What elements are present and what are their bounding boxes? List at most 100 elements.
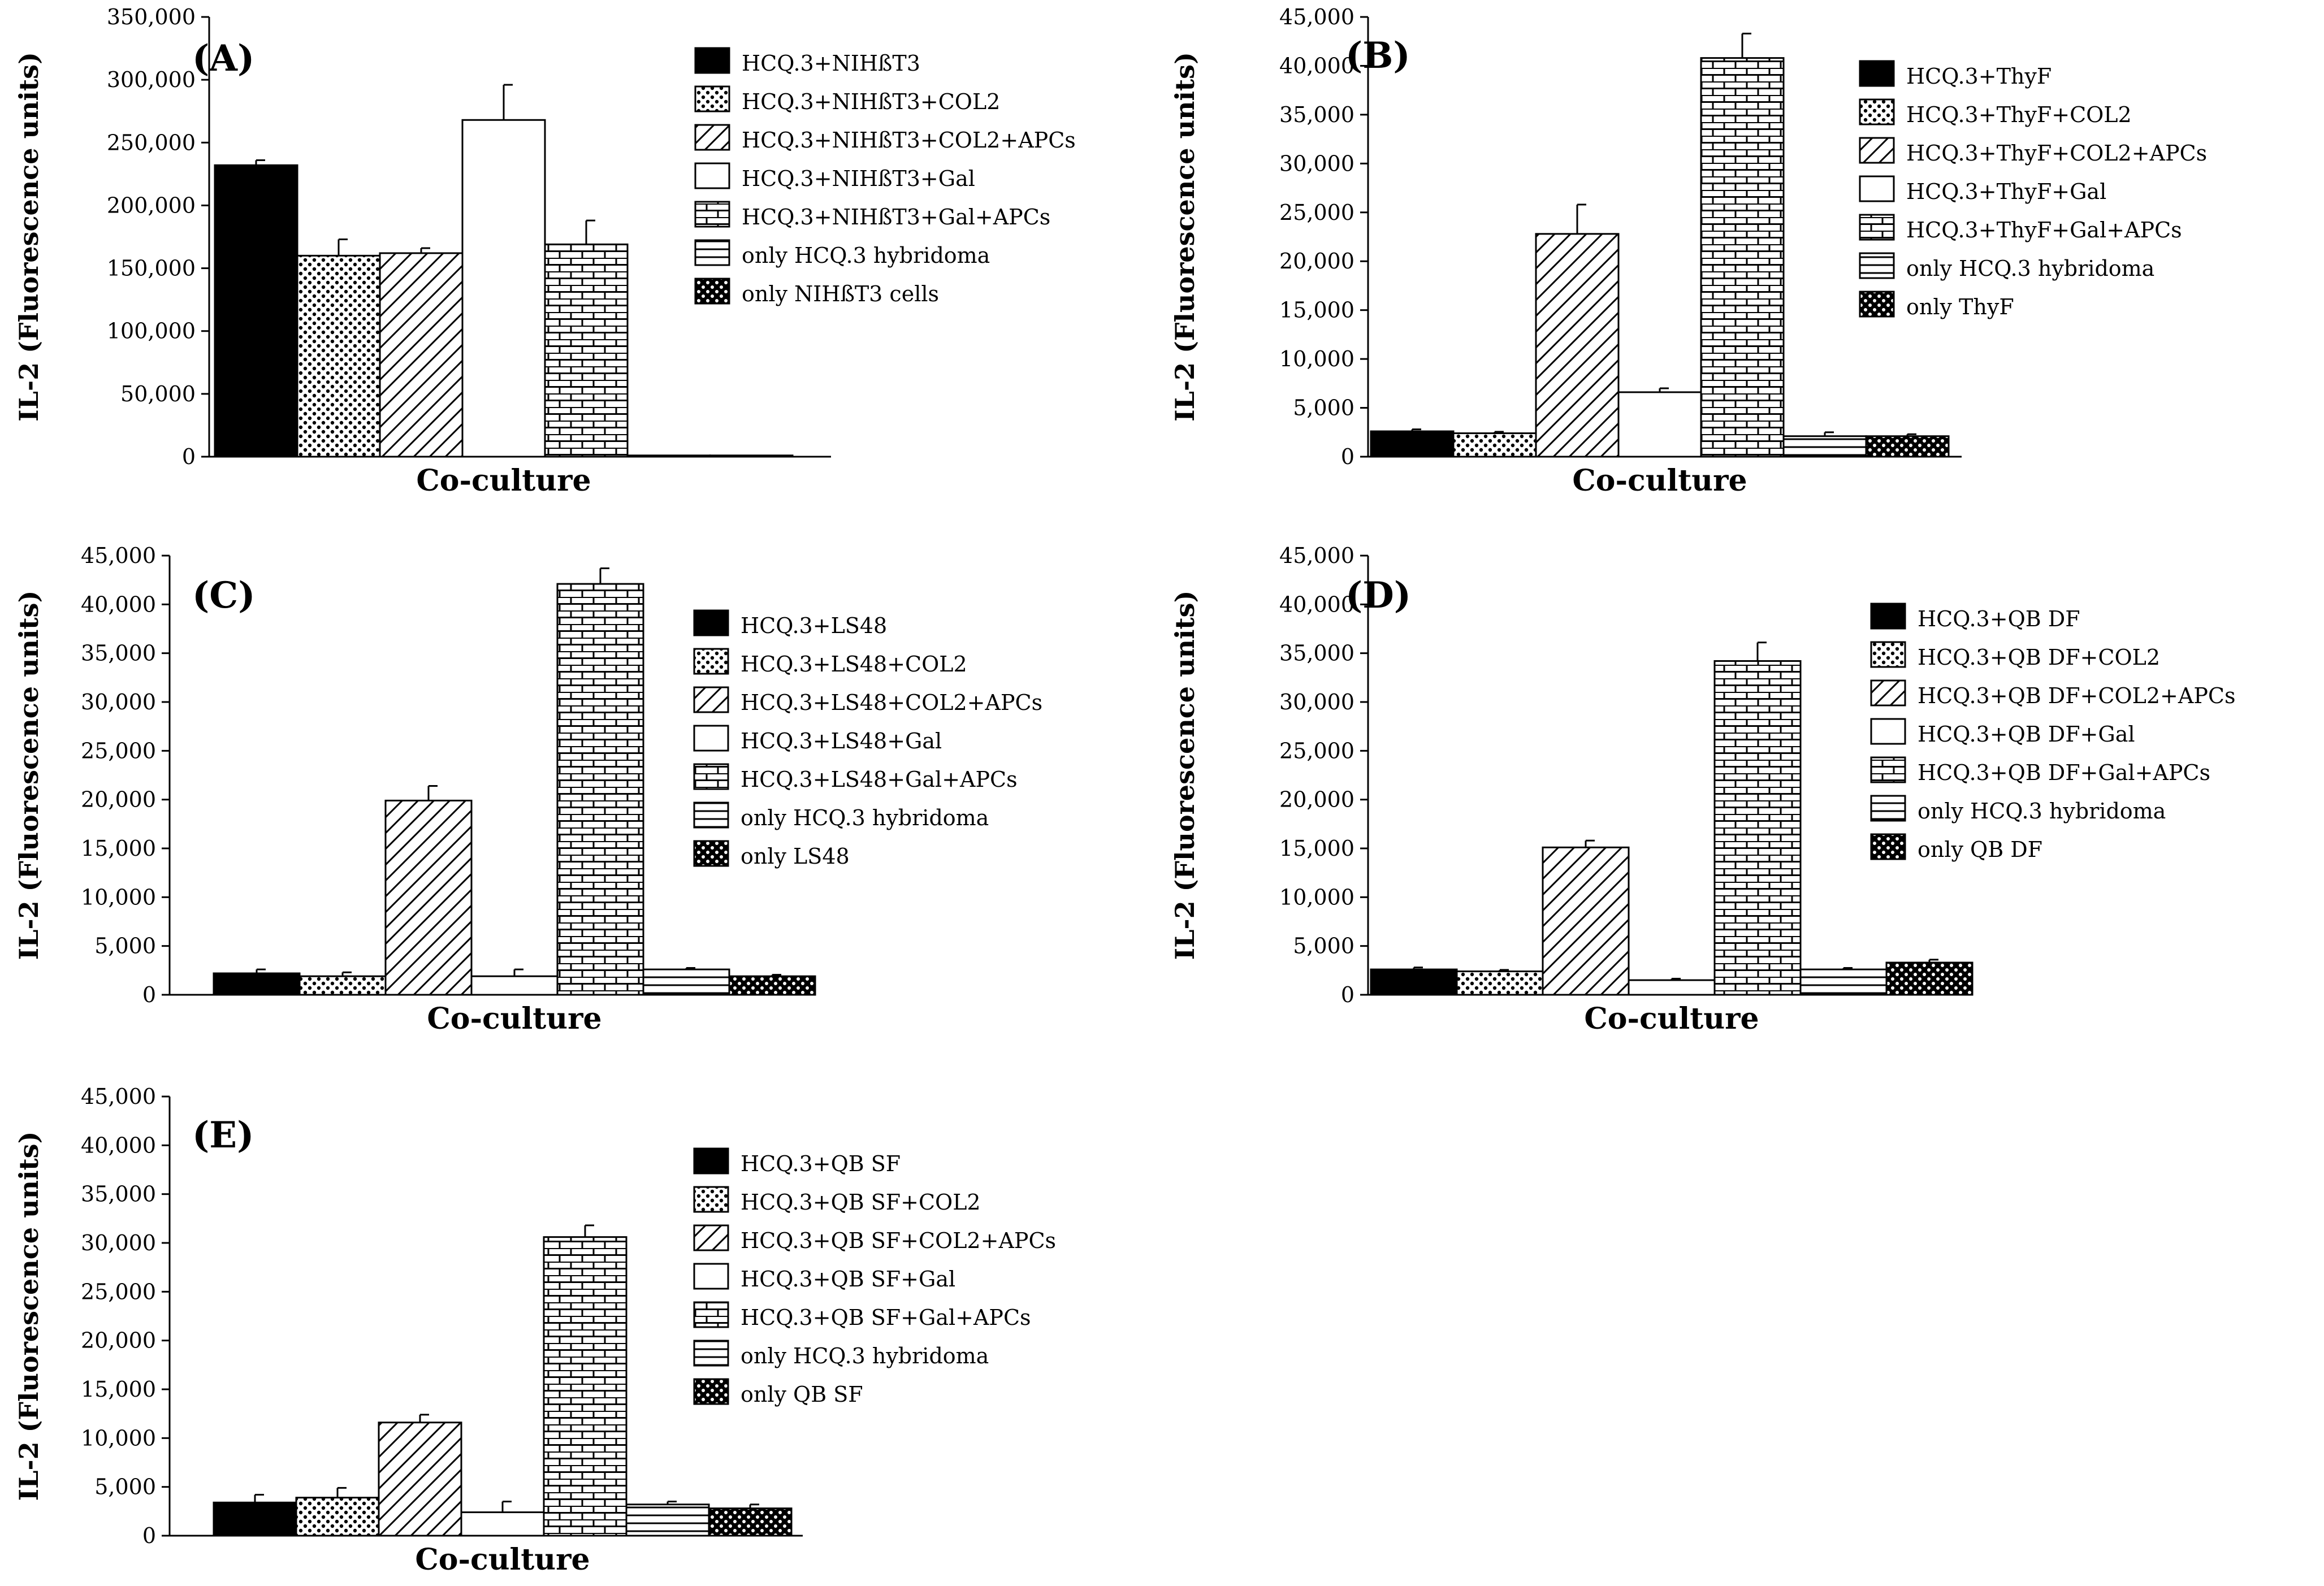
legend-swatch — [694, 47, 730, 74]
legend-swatch — [1870, 756, 1906, 783]
y-tick-label: 250,000 — [107, 130, 196, 155]
y-tick-label: 25,000 — [81, 738, 156, 763]
legend-swatch — [693, 1301, 729, 1328]
bar — [543, 1236, 627, 1537]
legend: HCQ.3+ThyF HCQ.3+ThyF+COL2 HCQ.3+ThyF+COL2… — [1859, 60, 2207, 319]
legend-label: only NIHßT3 cells — [742, 281, 939, 306]
y-tick-label: 20,000 — [1279, 787, 1354, 812]
y-tick-label: 200,000 — [107, 193, 196, 218]
y-tick-label: 30,000 — [81, 1230, 156, 1255]
legend-label: HCQ.3+QB SF — [741, 1151, 901, 1176]
bar — [213, 1501, 297, 1537]
panel-label: (A) — [192, 37, 254, 80]
bar — [1799, 968, 1888, 996]
legend-label: HCQ.3+QB DF — [1918, 606, 2080, 631]
bar — [378, 1422, 462, 1537]
y-tick-label: 45,000 — [1279, 5, 1354, 29]
y-tick-label: 350,000 — [107, 5, 196, 29]
x-axis-label: Co-culture — [427, 1002, 601, 1036]
legend-label: HCQ.3+ThyF+COL2+APCs — [1906, 141, 2207, 166]
legend-swatch — [694, 278, 730, 305]
legend-swatch — [693, 686, 729, 713]
bar — [625, 1503, 710, 1537]
legend-swatch — [693, 1186, 729, 1213]
legend-swatch — [1870, 795, 1906, 822]
legend-label: only HCQ.3 hybridoma — [741, 1344, 989, 1368]
y-tick-label: 0 — [142, 982, 156, 1007]
panel-label: (C) — [192, 574, 256, 617]
legend-swatch — [693, 801, 729, 829]
legend-label: HCQ.3+ThyF+COL2 — [1906, 102, 2132, 127]
y-tick-label: 15,000 — [81, 1377, 156, 1402]
panel-label: (E) — [192, 1114, 254, 1156]
legend-swatch — [1859, 98, 1895, 125]
legend-label: HCQ.3+QB SF+Gal — [741, 1267, 955, 1292]
y-tick-label: 25,000 — [1279, 738, 1354, 763]
y-tick-label: 0 — [1341, 982, 1354, 1007]
legend-label: HCQ.3+NIHßT3+Gal — [742, 166, 975, 191]
y-tick-label: 300,000 — [107, 67, 196, 92]
legend-label: HCQ.3+LS48+COL2 — [741, 652, 967, 677]
bar — [642, 968, 730, 996]
legend-swatch — [1859, 214, 1895, 241]
legend-label: HCQ.3+LS48+Gal+APCs — [741, 767, 1018, 792]
panel-label: (D) — [1345, 574, 1411, 617]
y-tick-label: 15,000 — [1279, 298, 1354, 323]
legend: HCQ.3+QB DF HCQ.3+QB DF+COL2 HCQ.3+QB DF+C… — [1870, 603, 2235, 862]
y-tick-label: 100,000 — [107, 319, 196, 344]
bar — [556, 583, 644, 996]
bar — [295, 1497, 380, 1537]
x-axis-label: Co-culture — [415, 1542, 590, 1577]
bar — [1782, 435, 1867, 458]
legend-label: HCQ.3+ThyF — [1906, 64, 2052, 89]
bar — [1617, 391, 1702, 458]
legend-label: HCQ.3+LS48+Gal — [741, 729, 942, 753]
legend-swatch — [693, 609, 729, 636]
legend-label: HCQ.3+NIHßT3+Gal+APCs — [742, 205, 1050, 229]
legend-label: HCQ.3+QB DF+COL2 — [1918, 645, 2160, 670]
legend-swatch — [1870, 603, 1906, 630]
bar — [544, 243, 629, 458]
x-axis-label: Co-culture — [1572, 463, 1747, 498]
chart-panel-a: 0 50,000 100,000 150,000 200,000 250,000 300,0… — [14, 5, 1076, 498]
legend-swatch — [1870, 833, 1906, 860]
y-tick-label: 45,000 — [81, 543, 156, 568]
y-tick-label: 45,000 — [1279, 543, 1354, 568]
y-tick-label: 35,000 — [81, 1182, 156, 1207]
legend-swatch — [694, 124, 730, 151]
bar — [379, 252, 464, 458]
bar — [1885, 961, 1974, 996]
legend-swatch — [694, 85, 730, 112]
legend-swatch — [693, 1263, 729, 1290]
legend-swatch — [693, 763, 729, 790]
y-tick-label: 15,000 — [1279, 836, 1354, 861]
legend-label: HCQ.3+NIHßT3 — [742, 51, 920, 76]
x-axis-label: Co-culture — [416, 463, 591, 498]
legend-label: HCQ.3+QB SF+COL2+APCs — [741, 1228, 1056, 1253]
legend-label: only ThyF — [1906, 294, 2014, 319]
bar — [1535, 233, 1620, 458]
legend-swatch — [693, 1340, 729, 1367]
x-axis-label: Co-culture — [1584, 1002, 1759, 1036]
legend: HCQ.3+LS48 HCQ.3+LS48+COL2 HCQ.3+LS48+COL2… — [693, 609, 1042, 869]
y-tick-label: 15,000 — [81, 836, 156, 861]
bar — [213, 972, 301, 996]
y-axis-label: IL-2 (Fluorescence units) — [1170, 52, 1200, 422]
legend-label: only QB DF — [1918, 837, 2042, 862]
legend-label: only LS48 — [741, 844, 850, 869]
legend-swatch — [694, 239, 730, 266]
legend-swatch — [1859, 137, 1895, 164]
legend-swatch — [693, 1147, 729, 1175]
y-tick-label: 10,000 — [81, 885, 156, 909]
bar — [1456, 970, 1544, 996]
y-tick-label: 20,000 — [81, 1328, 156, 1353]
bar — [1700, 57, 1785, 458]
y-tick-label: 20,000 — [81, 787, 156, 812]
y-tick-label: 150,000 — [107, 256, 196, 281]
bar — [626, 454, 711, 458]
legend-label: HCQ.3+QB SF+COL2 — [741, 1190, 981, 1215]
y-tick-label: 40,000 — [1279, 592, 1354, 617]
bar — [1713, 660, 1802, 996]
y-axis-label: IL-2 (Fluorescence units) — [1170, 591, 1200, 960]
